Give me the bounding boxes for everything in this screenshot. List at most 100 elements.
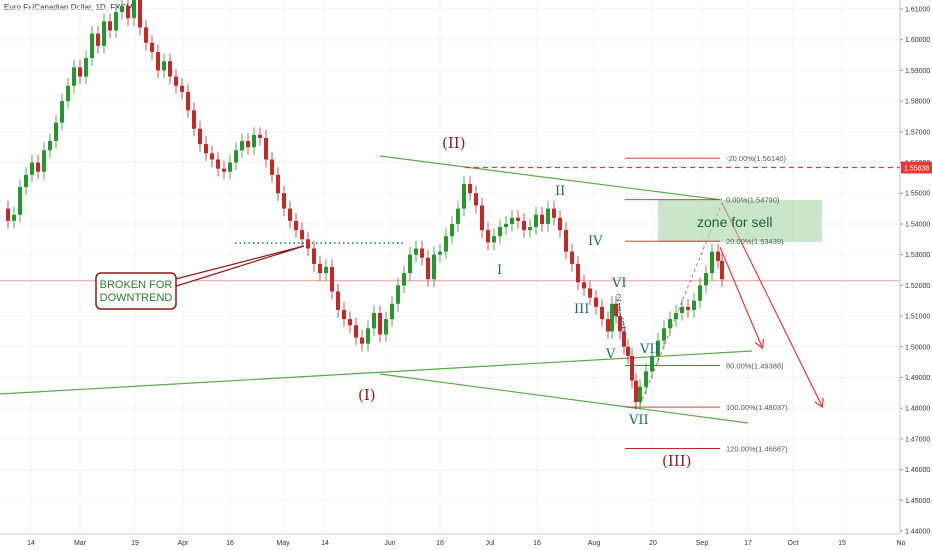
candle-body <box>680 306 684 313</box>
fib-levels: -20.00%(1.56140) 0.00%(1.54790) 20.00%(1.5… <box>465 154 900 453</box>
candle-body <box>626 346 630 356</box>
wave-label-minor: II <box>555 184 565 199</box>
candle-body <box>540 214 544 224</box>
candle-body <box>306 239 310 249</box>
fib-label: 80.00%(1.49388) <box>726 362 784 371</box>
fib-label: 100.00%(1.48037) <box>726 403 788 412</box>
candle-body <box>480 205 484 231</box>
x-tick-label: 16 <box>533 540 541 547</box>
candle-body <box>6 208 10 221</box>
candle-body <box>342 309 346 320</box>
candle-body <box>48 141 52 151</box>
candle-body <box>408 254 412 274</box>
candle-body <box>312 248 316 264</box>
x-tick-label: 15 <box>838 540 846 547</box>
candle-body <box>498 227 502 237</box>
wave-label-major: (I) <box>358 386 376 404</box>
candle-body <box>622 331 626 347</box>
candle-body <box>354 325 358 338</box>
sell-zone-label: zone for sell <box>697 214 772 230</box>
candle-body <box>246 141 250 148</box>
candle-body <box>432 254 436 280</box>
price-label-box <box>901 161 932 174</box>
candle-body <box>630 355 634 381</box>
candle-body <box>336 291 340 310</box>
candle-body <box>474 193 478 206</box>
candle-body <box>72 67 76 86</box>
candle-body <box>36 162 40 172</box>
wave-label-major: (II) <box>442 134 466 152</box>
candle-body <box>486 230 490 243</box>
candle-body <box>414 248 418 255</box>
candle-body <box>674 312 678 320</box>
y-tick-label: 1.46000 <box>905 467 930 474</box>
candle-body <box>18 187 22 215</box>
candle-body <box>66 85 70 102</box>
candle-body <box>114 12 118 31</box>
candle-body <box>264 137 268 160</box>
y-tick-label: 1.61000 <box>905 7 930 14</box>
candle-body <box>360 337 364 344</box>
wave-label-minor: VI <box>611 276 627 291</box>
chart-title: Euro Fx/Canadian Dollar, 1D, FXCM <box>4 3 133 12</box>
x-tick-label: Jun <box>384 540 395 547</box>
candle-body <box>102 21 106 46</box>
candle-body <box>692 300 696 310</box>
callout-label: DOWNTREND <box>100 292 173 304</box>
candle-body <box>720 260 724 280</box>
y-tick-label: 1.55000 <box>905 191 930 198</box>
candle-body <box>30 162 34 175</box>
candle-body <box>558 217 562 231</box>
projection-arrow <box>719 246 762 347</box>
candle-body <box>192 110 196 129</box>
wave-label-minor: VII <box>628 413 649 428</box>
candle-body <box>252 134 256 148</box>
x-axis: 14 Mar 19 Apr 16 May 14 Jun 18 Jul 16 Aug 20 Sep 17 Oct… <box>0 533 906 547</box>
candle-body <box>288 208 292 221</box>
trendline <box>0 350 753 395</box>
candle-body <box>276 174 280 194</box>
wave-label-small: 6 <box>619 318 625 328</box>
candle-body <box>564 230 568 252</box>
grid <box>0 0 902 534</box>
x-tick-label: Jul <box>486 540 495 547</box>
candle-body <box>614 303 618 317</box>
candle-body <box>396 285 400 304</box>
candle-body <box>132 0 136 19</box>
candle-body <box>60 101 64 123</box>
y-tick-label: 1.53000 <box>905 252 930 259</box>
candle-body <box>662 328 666 341</box>
candles <box>6 0 724 410</box>
candle-body <box>634 380 638 403</box>
candle-body <box>42 150 46 172</box>
candle-body <box>402 273 406 286</box>
candle-body <box>258 134 262 138</box>
candle-body <box>462 184 466 209</box>
candle-body <box>156 51 160 71</box>
candle-body <box>534 214 538 228</box>
callout-pointer <box>167 245 305 289</box>
x-tick-label: 14 <box>321 540 329 547</box>
candle-body <box>348 319 352 326</box>
candle-body <box>716 251 720 261</box>
candle-body <box>638 386 642 403</box>
candle-body <box>150 42 154 52</box>
candle-body <box>144 27 148 43</box>
fib-label: 0.00%(1.54790) <box>726 196 780 205</box>
candle-body <box>318 263 322 274</box>
wave-label-major: (III) <box>662 452 691 470</box>
wave-label-minor: III <box>574 302 589 317</box>
y-tick-label: 1.50000 <box>905 344 930 351</box>
candle-body <box>126 5 130 19</box>
candle-body <box>330 266 334 292</box>
wave-label-small: 2 <box>616 294 622 304</box>
candle-body <box>468 184 472 194</box>
candle-body <box>54 122 58 142</box>
x-tick-label: 18 <box>436 540 444 547</box>
candle-body <box>90 33 94 59</box>
candle-body <box>222 168 226 172</box>
candle-body <box>594 297 598 307</box>
